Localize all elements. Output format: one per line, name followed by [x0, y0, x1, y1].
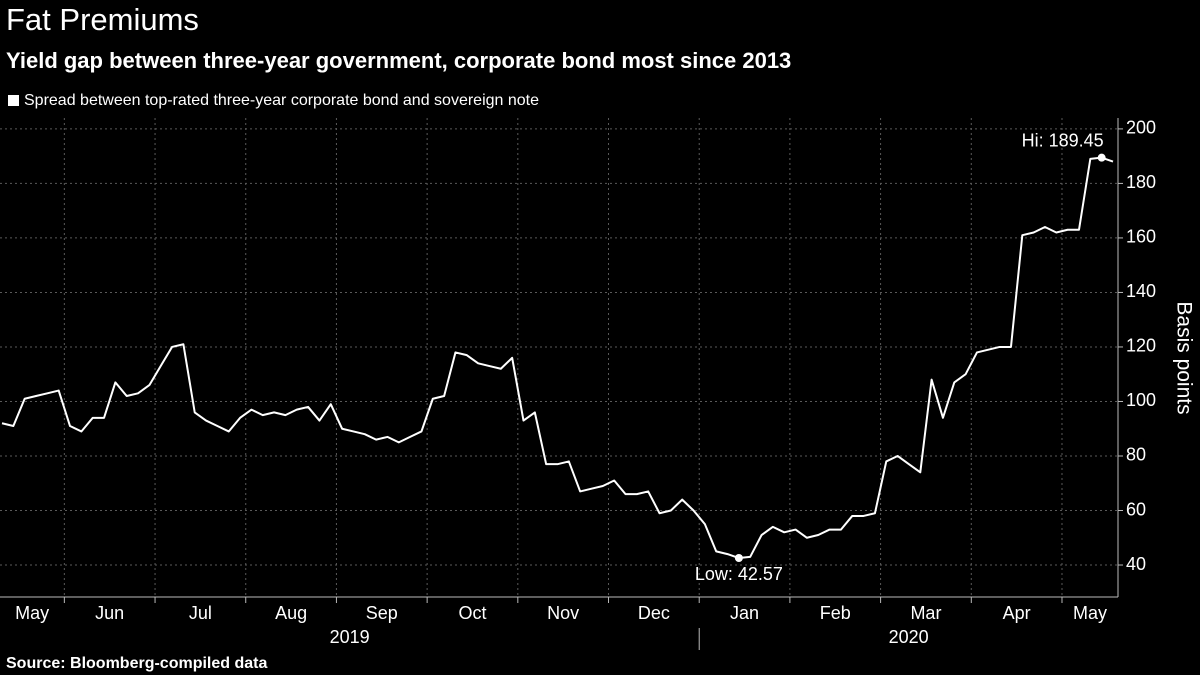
- x-tick-label: Dec: [638, 603, 670, 623]
- y-tick-label: 100: [1126, 390, 1156, 410]
- low-marker: [734, 554, 743, 563]
- chart-title: Fat Premiums: [6, 2, 199, 37]
- x-tick-label: Jun: [95, 603, 124, 623]
- legend-label: Spread between top-rated three-year corp…: [24, 92, 539, 109]
- x-tick-label: Jan: [730, 603, 759, 623]
- year-label: 2020: [889, 627, 929, 647]
- x-tick-label: Mar: [910, 603, 941, 623]
- x-tick-label: May: [15, 603, 49, 623]
- y-tick-label: 140: [1126, 281, 1156, 301]
- x-tick-label: Aug: [275, 603, 307, 623]
- x-tick-label: Jul: [189, 603, 212, 623]
- x-tick-label: May: [1073, 603, 1107, 623]
- chart-subtitle: Yield gap between three-year government,…: [6, 48, 791, 73]
- hi-marker: [1097, 153, 1106, 162]
- y-axis-label: Basis points: [1172, 301, 1195, 414]
- x-tick-label: Apr: [1003, 603, 1031, 623]
- year-label: 2019: [330, 627, 370, 647]
- low-label: Low: 42.57: [695, 564, 783, 584]
- x-tick-label: Feb: [820, 603, 851, 623]
- y-tick-label: 200: [1126, 118, 1156, 138]
- x-tick-label: Sep: [366, 603, 398, 623]
- y-tick-label: 40: [1126, 554, 1146, 574]
- legend-swatch: [8, 95, 19, 106]
- hi-label: Hi: 189.45: [1022, 130, 1104, 150]
- source: Source: Bloomberg-compiled data: [6, 655, 267, 672]
- x-tick-label: Oct: [458, 603, 486, 623]
- y-tick-label: 60: [1126, 499, 1146, 519]
- y-tick-label: 120: [1126, 336, 1156, 356]
- y-tick-label: 160: [1126, 227, 1156, 247]
- y-tick-label: 180: [1126, 172, 1156, 192]
- x-tick-label: Nov: [547, 603, 579, 623]
- y-tick-label: 80: [1126, 445, 1146, 465]
- series-line: [1, 156, 1114, 560]
